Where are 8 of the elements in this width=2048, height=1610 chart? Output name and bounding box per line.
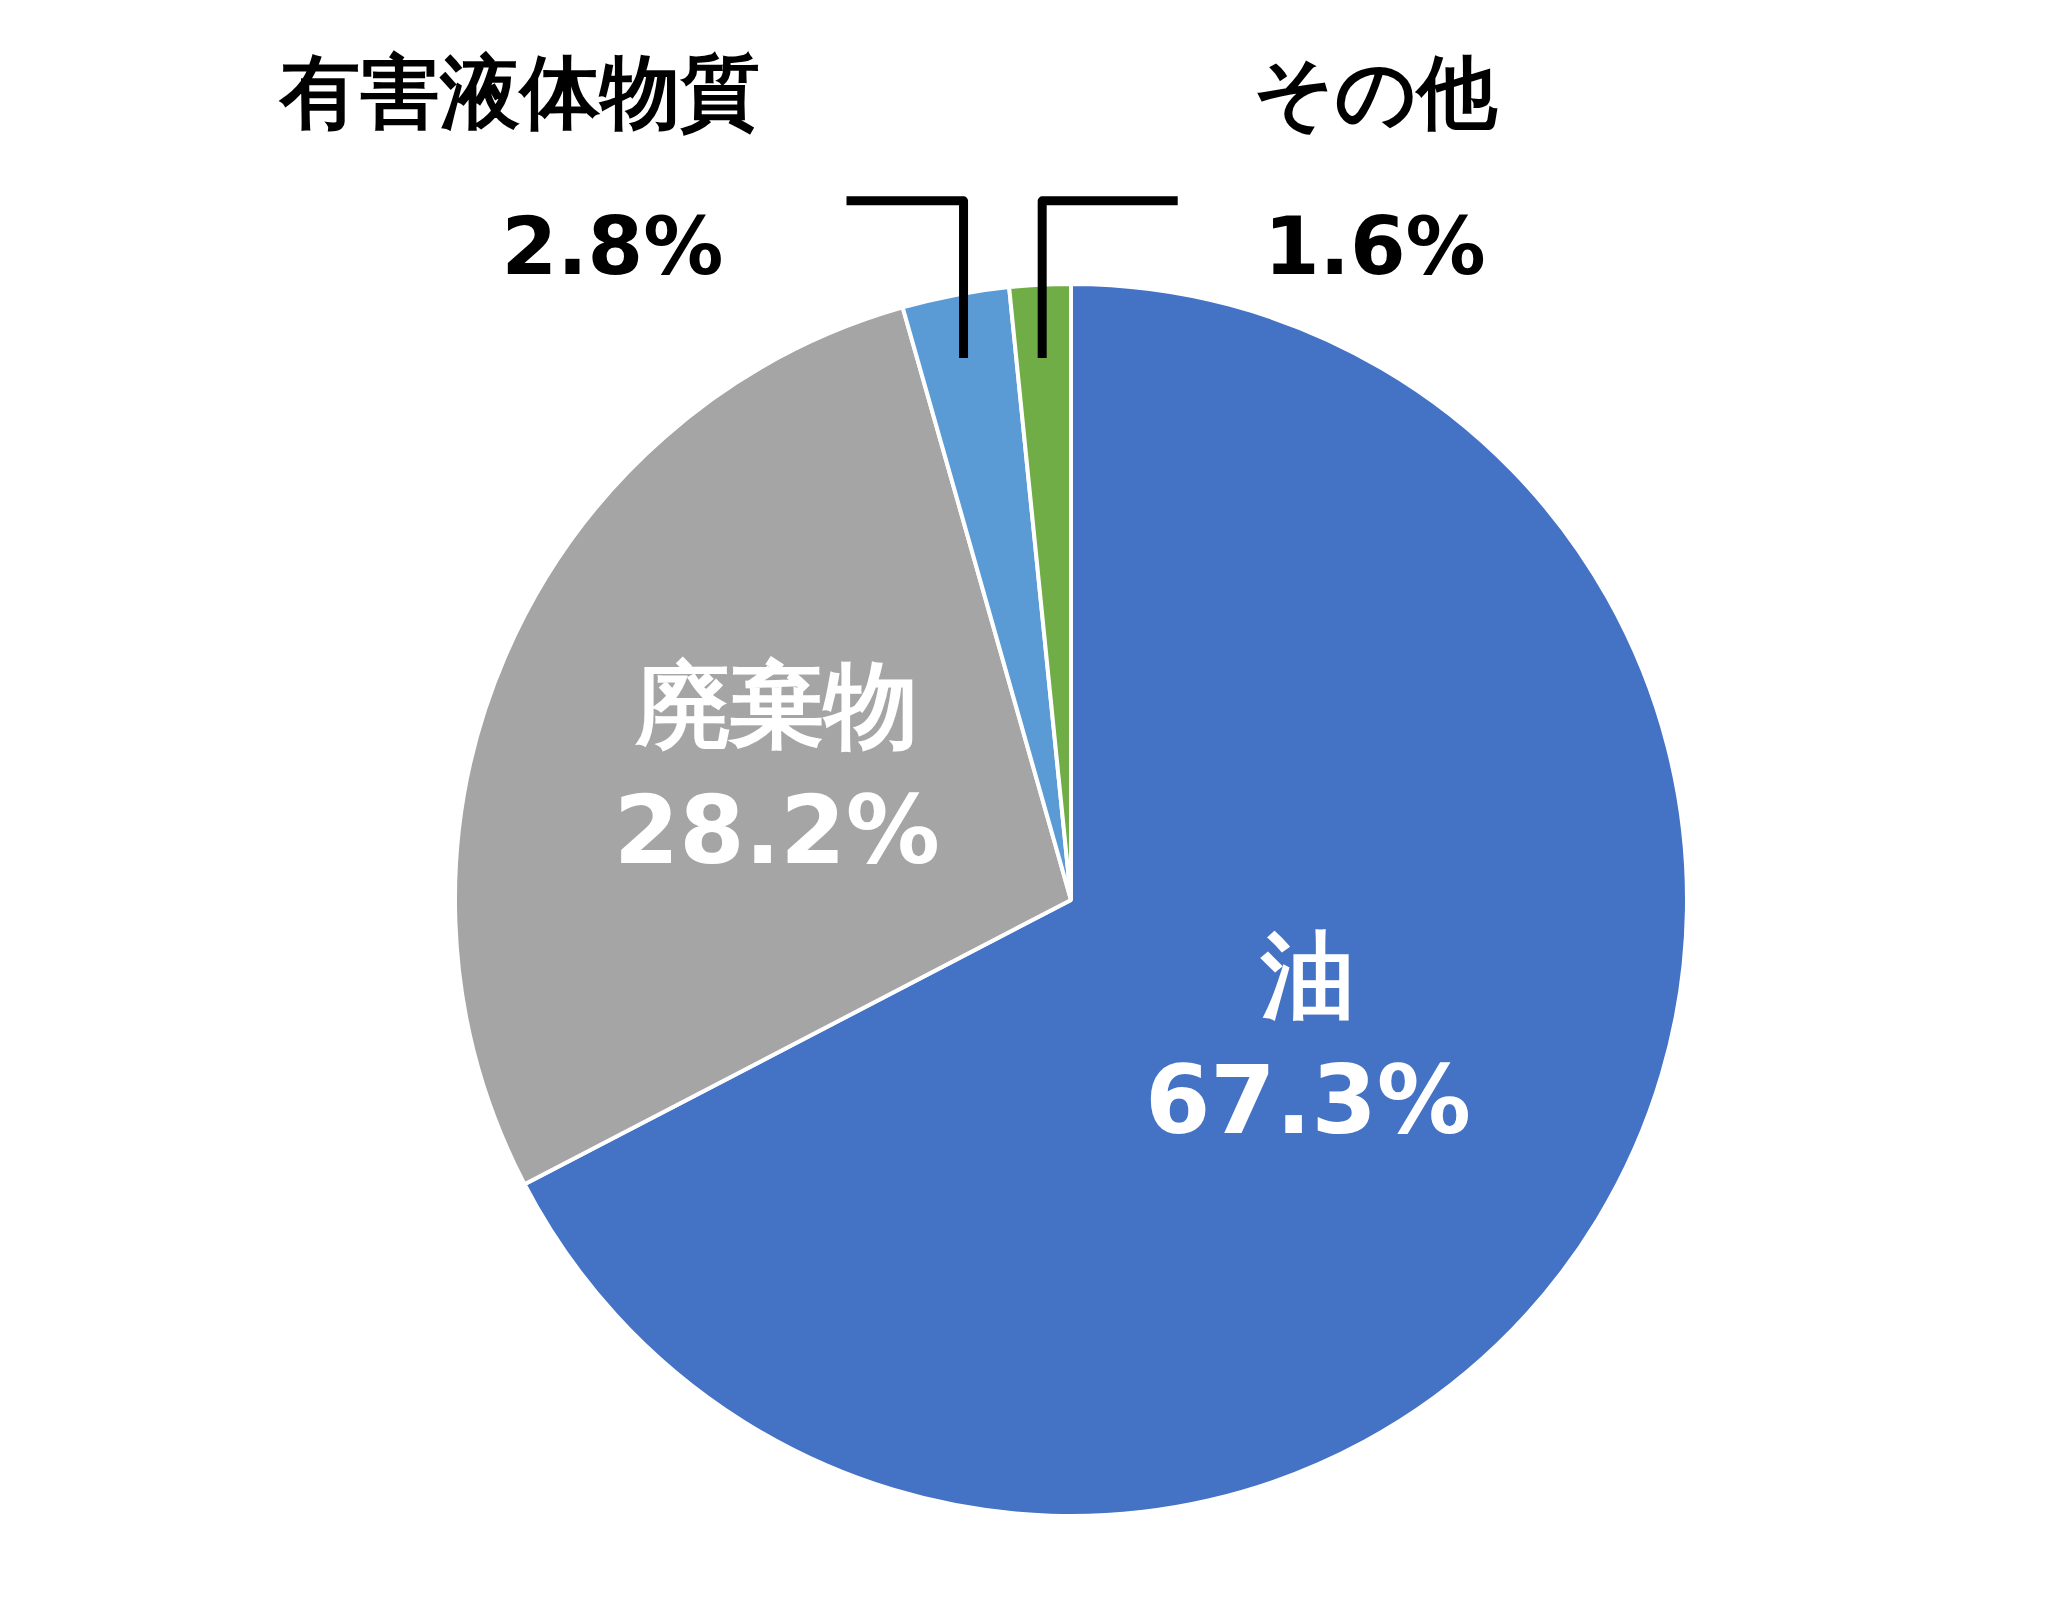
slice-label: 廃棄物	[634, 650, 918, 760]
slice-label: 有害液体物質	[278, 45, 761, 139]
data-label: 2.8%	[501, 199, 724, 293]
slice-label: 油	[1259, 921, 1355, 1031]
data-label: 67.3%	[1144, 1046, 1472, 1156]
data-label: 28.2%	[613, 775, 940, 885]
slice-label: その他	[1252, 45, 1498, 139]
data-label: 1.6%	[1263, 199, 1486, 293]
